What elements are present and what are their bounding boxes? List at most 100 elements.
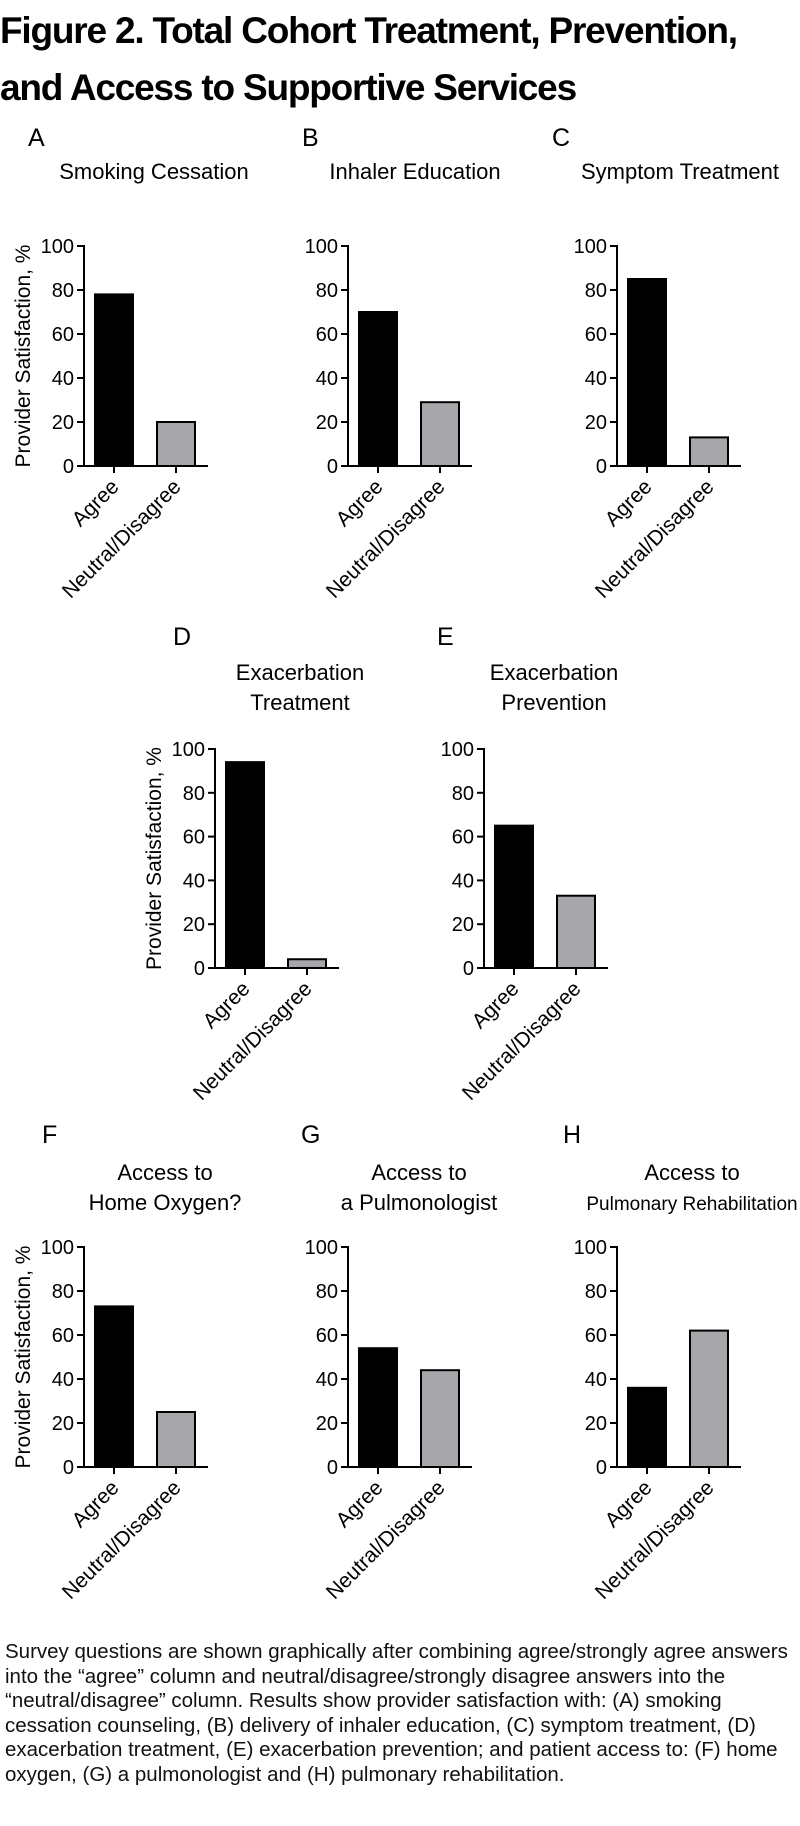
x-category-label: Neutral/Disagree [591,1476,719,1604]
y-tick-label: 20 [585,1413,607,1435]
x-category-label: Agree [332,1476,388,1532]
x-category-label: Agree [199,977,255,1033]
chart-title-line: Smoking Cessation [59,159,249,184]
bar-agree [627,278,667,467]
x-category-label: Agree [68,475,124,531]
y-tick-label: 20 [52,412,74,434]
y-tick-label: 100 [574,1237,607,1259]
y-axis-label: Provider Satisfaction, % [143,747,166,970]
chart-panel-a: A Smoking Cessation 0 20 40 60 80 100 AgreeNeutr… [12,124,249,603]
x-category-label: Neutral/Disagree [322,1476,450,1604]
chart-title-line: Treatment [250,690,349,715]
x-category-label: Agree [332,475,388,531]
y-tick-label: 80 [183,783,205,805]
chart-panel-f: F Access to Home Oxygen? 0 20 40 60 80 100 AgreeN… [12,1121,241,1604]
y-tick-label: 80 [316,1281,338,1303]
y-tick-label: 60 [585,1325,607,1347]
y-tick-label: 40 [52,368,74,390]
y-tick-label: 0 [327,456,338,478]
y-tick-label: 20 [316,1413,338,1435]
chart-title-line: Pulmonary Rehabilitation [586,1194,797,1215]
y-tick-label: 60 [316,324,338,346]
bar-agree [627,1386,667,1469]
y-tick-label: 100 [41,236,74,258]
panel-letter: E [437,623,454,651]
bar-neutral-disagree [420,401,460,468]
y-tick-label: 80 [585,280,607,302]
y-tick-label: 40 [183,870,205,892]
y-tick-label: 40 [316,1369,338,1391]
panel-letter: A [28,124,45,152]
y-tick-label: 0 [63,1457,74,1479]
y-tick-label: 0 [596,456,607,478]
y-tick-label: 60 [316,1325,338,1347]
y-tick-label: 60 [52,1325,74,1347]
panel-letter: B [302,124,319,152]
bar-agree [94,293,134,467]
x-category-label: Neutral/Disagree [322,475,450,603]
x-category-label: Agree [601,475,657,531]
bar-neutral-disagree [556,894,596,969]
y-tick-label: 40 [52,1369,74,1391]
y-tick-label: 80 [52,280,74,302]
y-tick-label: 40 [585,368,607,390]
y-tick-label: 20 [183,914,205,936]
y-tick-label: 20 [316,412,338,434]
panel-letter: H [563,1121,581,1149]
y-axis-label: Provider Satisfaction, % [12,1246,35,1469]
y-tick-label: 60 [52,324,74,346]
x-category-label: Agree [468,977,524,1033]
chart-panel-g: G Access to a Pulmonologist 0 20 40 60 80 100 Agr… [301,1121,497,1604]
chart-title-line: Home Oxygen? [89,1190,242,1215]
y-tick-label: 20 [52,1413,74,1435]
x-category-label: Agree [68,1476,124,1532]
chart-title-line: Exacerbation [490,660,618,685]
chart-title-line: Symptom Treatment [581,159,779,184]
chart-panel-c: C Symptom Treatment 0 20 40 60 80 100 AgreeNeutr… [552,124,779,603]
x-category-label: Neutral/Disagree [591,475,719,603]
bar-neutral-disagree [156,1411,196,1468]
bar-neutral-disagree [156,421,196,467]
x-category-label: Agree [601,1476,657,1532]
y-tick-label: 0 [463,958,474,980]
chart-title-line: a Pulmonologist [341,1190,498,1215]
y-tick-label: 0 [596,1457,607,1479]
figure-title: Figure 2. Total Cohort Treatment, Preven… [0,10,738,108]
chart-panel-h: H Access to Pulmonary Rehabilitation 0 20 40 6… [563,1121,798,1604]
y-tick-label: 80 [585,1281,607,1303]
y-tick-label: 80 [316,280,338,302]
chart-panel-e: E Exacerbation Prevention 0 20 40 60 80 100 Agree… [437,623,618,1105]
panel-letter: F [42,1121,57,1149]
bar-agree [358,1347,398,1468]
y-tick-label: 20 [585,412,607,434]
panel-letter: D [173,623,191,651]
y-tick-label: 20 [452,914,474,936]
panel-letter: C [552,124,570,152]
y-tick-label: 60 [452,827,474,849]
chart-title-line: Access to [117,1160,212,1185]
y-tick-label: 80 [452,783,474,805]
y-tick-label: 100 [574,236,607,258]
x-category-label: Neutral/Disagree [58,1476,186,1604]
bar-agree [94,1305,134,1469]
y-tick-label: 60 [183,827,205,849]
y-axis-label: Provider Satisfaction, % [12,245,35,468]
chart-panel-b: B Inhaler Education 0 20 40 60 80 100 AgreeNeutr… [302,124,501,603]
panel-letter: G [301,1121,320,1149]
y-tick-label: 0 [63,456,74,478]
bar-agree [494,824,534,970]
y-tick-label: 100 [172,739,205,761]
bar-agree [225,761,265,970]
y-tick-label: 100 [441,739,474,761]
figure-caption: Survey questions are shown graphically a… [5,1640,788,1786]
bar-neutral-disagree [689,1329,729,1468]
y-tick-label: 40 [585,1369,607,1391]
x-category-label: Neutral/Disagree [458,977,586,1105]
chart-title-line: Access to [644,1160,739,1185]
y-tick-label: 0 [194,958,205,980]
bar-neutral-disagree [689,436,729,467]
chart-title-line: Prevention [501,690,606,715]
y-tick-label: 100 [305,1237,338,1259]
chart-panel-d: D Exacerbation Treatment 0 20 40 60 80 100 AgreeN… [143,623,364,1105]
